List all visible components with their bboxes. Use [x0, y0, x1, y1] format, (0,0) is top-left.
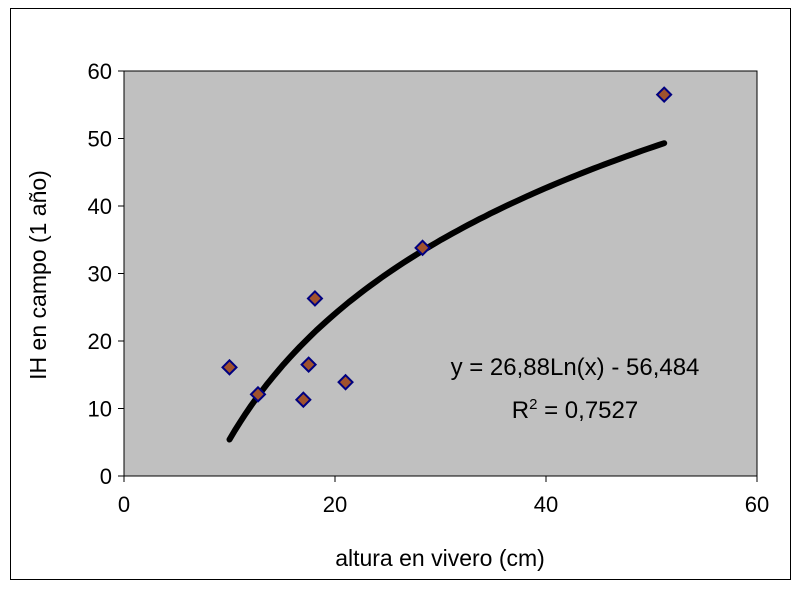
y-tick-label: 0	[100, 464, 112, 489]
data-point	[655, 86, 673, 104]
data-point	[221, 358, 238, 376]
y-tick-label: 10	[88, 397, 112, 422]
y-axis-title: IH en campo (1 año)	[25, 170, 51, 380]
r-squared-prefix: R	[512, 397, 529, 424]
trendline	[226, 140, 668, 443]
data-point	[294, 391, 312, 409]
data-point	[337, 373, 354, 391]
y-tick-label: 30	[88, 262, 112, 287]
data-point	[300, 356, 318, 374]
x-tick-label: 60	[745, 492, 769, 517]
r-squared-value: = 0,7527	[537, 397, 638, 424]
r-squared-label: R2 = 0,7527	[512, 396, 638, 424]
y-tick-label: 60	[88, 59, 112, 84]
y-tick-label: 50	[88, 127, 112, 152]
x-tick-label: 40	[534, 492, 558, 517]
trendline-equation: y = 26,88Ln(x) - 56,484	[451, 354, 700, 381]
r-squared-superscript: 2	[529, 396, 537, 413]
x-tick-label: 0	[118, 492, 130, 517]
x-tick-label: 20	[323, 492, 347, 517]
x-axis-title: altura en vivero (cm)	[335, 545, 545, 571]
y-tick-label: 40	[88, 194, 112, 219]
data-point	[306, 290, 324, 307]
data-point	[249, 385, 267, 403]
y-tick-label: 20	[88, 329, 112, 354]
data-point	[414, 239, 431, 257]
plot-area	[123, 70, 758, 477]
